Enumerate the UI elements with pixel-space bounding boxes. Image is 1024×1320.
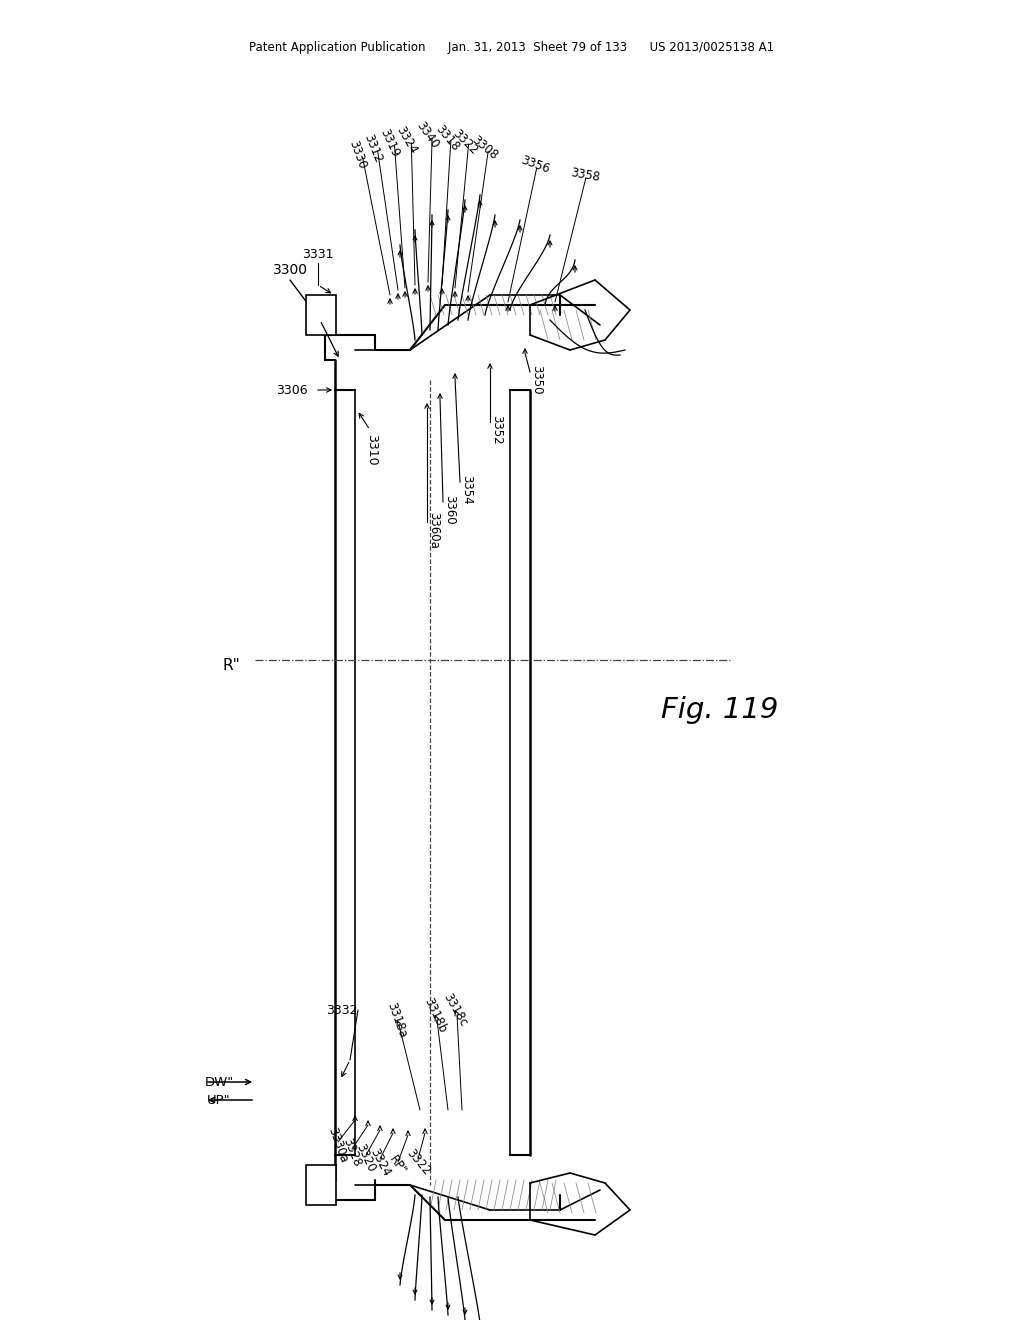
Text: 3322: 3322 [403, 1147, 432, 1177]
Text: 3318c: 3318c [440, 991, 470, 1028]
Text: 3310: 3310 [365, 434, 378, 466]
Text: 3340: 3340 [414, 119, 441, 150]
Text: 3306: 3306 [276, 384, 308, 396]
Text: 3319: 3319 [378, 127, 402, 160]
Text: 3322: 3322 [450, 127, 480, 157]
Text: UP": UP" [207, 1093, 230, 1106]
Text: 3318: 3318 [432, 123, 462, 153]
Text: R": R" [222, 657, 240, 672]
Text: 3324: 3324 [394, 124, 420, 156]
Text: 3330a: 3330a [326, 1126, 350, 1164]
Text: 3308: 3308 [470, 133, 501, 162]
Text: 3332: 3332 [327, 1003, 358, 1016]
Text: 3318a: 3318a [385, 1001, 410, 1040]
Bar [306, 1166, 336, 1205]
Text: Fig. 119: Fig. 119 [662, 696, 778, 723]
Text: 3328: 3328 [340, 1135, 364, 1168]
Text: 3358: 3358 [569, 166, 601, 183]
Text: 3354: 3354 [460, 475, 473, 504]
Text: 3352: 3352 [490, 416, 503, 445]
Text: 3360a: 3360a [427, 512, 440, 548]
Text: Patent Application Publication      Jan. 31, 2013  Sheet 79 of 133      US 2013/: Patent Application Publication Jan. 31, … [250, 41, 774, 54]
Text: RP": RP" [387, 1152, 410, 1177]
Text: 3360: 3360 [443, 495, 456, 525]
Text: 3318b: 3318b [421, 995, 449, 1035]
Text: 3300: 3300 [272, 263, 307, 277]
Bar [306, 294, 336, 335]
Text: 3324: 3324 [368, 1146, 393, 1179]
Text: 3320: 3320 [354, 1142, 378, 1175]
Text: DW": DW" [205, 1076, 234, 1089]
Text: 3350: 3350 [530, 366, 543, 395]
Text: 3331: 3331 [302, 248, 334, 261]
Text: 3330: 3330 [347, 139, 370, 172]
Text: 3356: 3356 [519, 154, 551, 176]
Text: 3312: 3312 [361, 132, 385, 164]
